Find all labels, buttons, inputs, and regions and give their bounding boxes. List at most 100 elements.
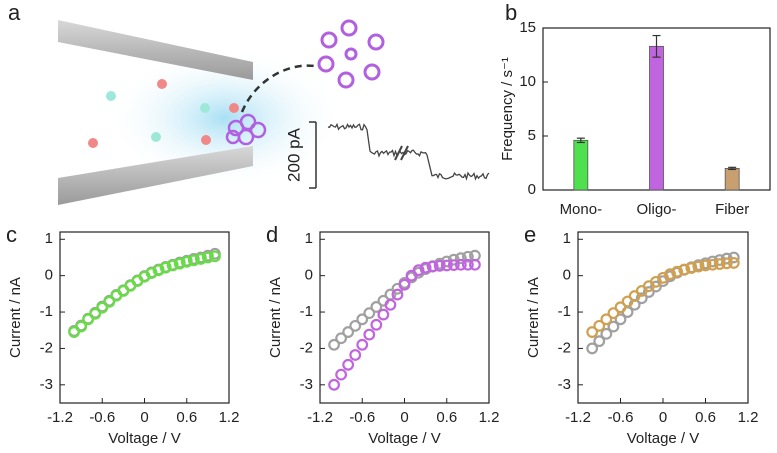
data-point	[363, 307, 376, 320]
data-point	[593, 335, 606, 348]
data-point	[454, 258, 467, 271]
data-point	[461, 258, 474, 271]
x-axis-label: Voltage / V	[108, 430, 181, 447]
data-point	[349, 349, 362, 361]
data-point	[356, 313, 369, 326]
data-point	[377, 308, 390, 321]
data-point	[600, 313, 613, 326]
x-tick-label: 1.2	[479, 409, 500, 426]
data-point	[194, 253, 207, 265]
x-tick-label: 1.2	[738, 409, 759, 426]
x-tick-label: Oligo-	[636, 201, 676, 218]
data-point	[469, 258, 481, 271]
pipette-top	[58, 20, 253, 80]
data-point	[166, 259, 179, 272]
data-point	[356, 338, 369, 351]
y-tick-label: 15	[519, 19, 536, 36]
y-axis-label: Frequency / s⁻¹	[499, 57, 516, 161]
y-tick-label: 1	[305, 230, 313, 247]
y-tick-label: 0	[563, 267, 571, 284]
error-bar	[652, 34, 661, 58]
data-point	[349, 319, 362, 332]
data-point	[363, 328, 376, 341]
break-mark	[400, 145, 409, 161]
y-tick-label: 0	[305, 267, 313, 284]
data-point	[370, 318, 383, 331]
x-tick-label: -1.2	[565, 409, 591, 426]
panel-label: e	[524, 222, 536, 247]
data-point	[398, 278, 411, 291]
data-point	[335, 368, 348, 381]
x-tick-label: Fiber	[715, 201, 749, 218]
y-tick-label: 1	[45, 230, 53, 247]
data-point	[699, 259, 712, 272]
x-tick-label: -0.6	[349, 409, 375, 426]
data-point	[454, 252, 467, 265]
data-point	[440, 259, 453, 272]
data-point	[692, 260, 705, 273]
y-axis-label: Current / nA	[525, 277, 542, 358]
data-point	[685, 262, 698, 274]
data-point	[593, 319, 606, 332]
y-tick-label: -3	[40, 376, 53, 393]
data-point	[152, 264, 165, 277]
y-tick-label: -1	[558, 303, 571, 320]
data-point	[75, 320, 88, 333]
y-tick-label: 0	[45, 267, 53, 284]
data-point	[370, 301, 383, 313]
y-axis-label: Current / nA	[7, 277, 24, 358]
bar	[649, 45, 664, 191]
data-point	[447, 259, 460, 272]
panel-label: d	[266, 222, 278, 247]
error-bar	[576, 137, 585, 144]
data-point	[89, 307, 102, 320]
data-point	[600, 327, 613, 340]
data-point	[713, 258, 726, 270]
x-tick-label: 1.2	[219, 409, 240, 426]
data-point	[96, 301, 109, 314]
x-tick-label: Mono-	[560, 201, 603, 218]
x-tick-label: -0.6	[608, 409, 634, 426]
data-point	[384, 298, 397, 311]
y-tick-label: -1	[300, 303, 313, 320]
x-tick-label: 0.6	[176, 409, 197, 426]
data-point	[642, 286, 655, 298]
y-tick-label: -2	[40, 339, 53, 356]
bar	[573, 139, 589, 191]
panel-label: c	[6, 222, 17, 247]
break-mark	[394, 145, 403, 161]
data-point	[635, 292, 648, 305]
data-point	[209, 250, 221, 263]
y-tick-label: -3	[300, 376, 313, 393]
data-point	[335, 332, 348, 345]
data-point	[433, 259, 446, 272]
y-axis-label: Current / nA	[267, 277, 284, 358]
data-point	[614, 301, 627, 314]
x-axis-label: Voltage / V	[627, 430, 700, 447]
data-point	[419, 261, 432, 274]
data-point	[706, 258, 719, 271]
current-trace	[327, 122, 490, 181]
y-tick-label: -3	[558, 376, 571, 393]
oligomer-in-pore	[225, 113, 267, 146]
data-point	[145, 267, 158, 280]
x-tick-label: 0.6	[436, 409, 457, 426]
y-tick-label: 10	[519, 73, 536, 90]
data-point	[607, 307, 620, 320]
y-tick-label: 5	[528, 127, 536, 144]
data-point	[328, 338, 340, 351]
data-point	[180, 255, 193, 268]
x-tick-label: 0.6	[695, 409, 716, 426]
data-point	[720, 257, 733, 270]
data-point	[412, 264, 425, 277]
x-tick-label: -1.2	[47, 409, 73, 426]
data-point	[391, 288, 404, 301]
x-tick-label: -0.6	[89, 409, 115, 426]
x-tick-label: -1.2	[307, 409, 333, 426]
error-bar	[728, 166, 737, 171]
data-point	[461, 250, 474, 263]
ions	[88, 79, 239, 148]
y-tick-label: -2	[300, 339, 313, 356]
x-axis-label: Voltage / V	[368, 430, 441, 447]
